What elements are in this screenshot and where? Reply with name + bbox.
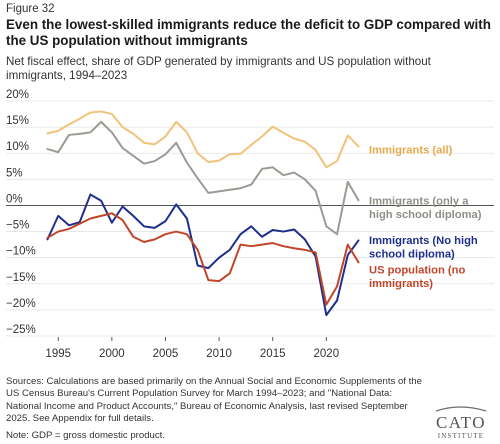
series-lines <box>46 110 360 317</box>
logo-swoosh <box>435 406 487 412</box>
y-tick-label: 0% <box>6 193 23 205</box>
grid-lines <box>6 100 494 337</box>
x-axis-ticks: 1995 2000 2005 2010 2015 2020 <box>45 337 339 360</box>
x-tick-label: 2000 <box>99 348 125 360</box>
figure-label: Figure 32 <box>6 3 55 15</box>
y-tick-label: −5% <box>6 220 29 232</box>
chart-title: Even the lowest-skilled immigrants reduc… <box>6 17 491 48</box>
chart-subtitle: Net fiscal effect, share of GDP generate… <box>6 55 431 82</box>
logo-subline: INSTITUTE <box>438 432 485 440</box>
y-tick-label: −15% <box>6 272 36 284</box>
y-tick-label: 10% <box>6 141 29 153</box>
y-tick-label: 5% <box>6 167 23 179</box>
x-tick-label: 2010 <box>206 348 232 360</box>
series-line-immigrants-all <box>46 110 360 169</box>
note-text: Note: GDP = gross domestic product. <box>6 430 165 441</box>
series-label-immigrants-all: Immigrants (all) <box>369 145 453 157</box>
x-tick-label: 2015 <box>260 348 286 360</box>
y-tick-label: −10% <box>6 246 36 258</box>
cato-logo: CATO INSTITUTE <box>435 406 487 440</box>
y-tick-label: 20% <box>6 89 29 101</box>
x-tick-label: 2005 <box>153 348 179 360</box>
series-line-immigrants-no-high-school-diploma <box>46 193 360 317</box>
series-line-us-population-no-immigrants <box>46 212 360 306</box>
series-line-immigrants-only-a-high-school-diploma <box>46 120 360 236</box>
line-chart: 20% 15% 10% 5% 0% −5% −10% −15% −20% −25% 1995 200… <box>6 89 494 360</box>
y-axis-ticks: 20% 15% 10% 5% 0% −5% −10% −15% −20% −25% <box>6 89 36 336</box>
series-label-immigrants-no-high-school-diploma: Immigrants (No high school diploma) <box>369 235 478 261</box>
y-tick-label: 15% <box>6 115 29 127</box>
logo-wordmark: CATO <box>436 413 486 432</box>
series-label-immigrants-only-a-high-school-diploma: Immigrants (only a high school diploma) <box>369 196 482 222</box>
y-tick-label: −20% <box>6 298 36 310</box>
series-label-us-population-no-immigrants: US population (no immigrants) <box>369 265 465 291</box>
y-tick-label: −25% <box>6 324 36 336</box>
series-labels: Immigrants (all) Immigrants (only a high s… <box>369 145 482 291</box>
x-tick-label: 1995 <box>45 348 71 360</box>
x-tick-label: 2020 <box>314 348 340 360</box>
sources-text: Sources: Calculations are based primaril… <box>6 376 422 425</box>
